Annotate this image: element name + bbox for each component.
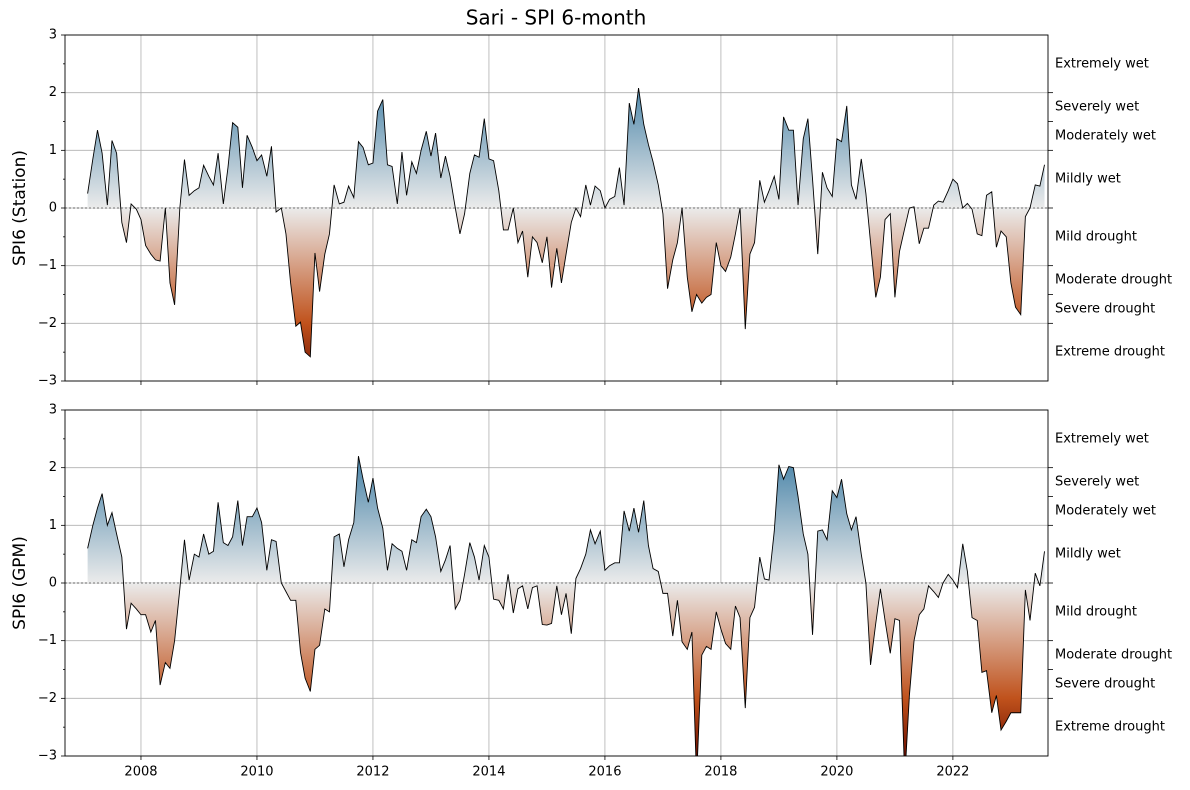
class-label: Severely wet — [1055, 100, 1139, 115]
y-tick-label: 3 — [49, 28, 57, 43]
y-axis-label: SPI6 (GPM) — [10, 536, 30, 630]
class-label: Mildly wet — [1055, 547, 1121, 562]
class-label: Moderately wet — [1055, 503, 1156, 518]
spi-area — [87, 88, 1045, 357]
spi-line — [87, 456, 1045, 756]
x-tick-label: 2020 — [820, 765, 853, 780]
x-tick-label: 2016 — [588, 765, 621, 780]
y-tick-label: −2 — [38, 316, 57, 331]
spi-area — [87, 456, 1045, 756]
y-tick-label: 3 — [49, 403, 57, 418]
subplot: −3 −2 −1 0 1 2 3 SPI6 (Station) Extremely wet Sev… — [10, 28, 1172, 389]
y-tick-label: 1 — [49, 143, 57, 158]
y-tick-label: 1 — [49, 518, 57, 533]
y-tick-label: 0 — [49, 201, 57, 216]
y-tick-label: −1 — [38, 633, 57, 648]
x-tick-label: 2022 — [936, 765, 969, 780]
x-tick-label: 2010 — [240, 765, 273, 780]
class-label: Moderate drought — [1055, 273, 1172, 288]
class-label: Moderate drought — [1055, 648, 1172, 663]
x-tick-label: 2008 — [124, 765, 157, 780]
class-label: Extremely wet — [1055, 431, 1149, 446]
class-label: Mildly wet — [1055, 172, 1121, 187]
class-label: Severe drought — [1055, 676, 1155, 691]
spi-line — [87, 87, 1045, 358]
x-tick-label: 2018 — [704, 765, 737, 780]
class-label: Severely wet — [1055, 475, 1139, 490]
y-tick-label: 2 — [49, 460, 57, 475]
y-tick-label: −3 — [38, 749, 57, 764]
class-label: Severe drought — [1055, 301, 1155, 316]
x-tick-label: 2012 — [356, 765, 389, 780]
class-label: Moderately wet — [1055, 128, 1156, 143]
y-tick-label: −1 — [38, 258, 57, 273]
figure-title: Sari - SPI 6-month — [466, 6, 647, 30]
class-label: Extreme drought — [1055, 720, 1165, 735]
class-label: Extreme drought — [1055, 345, 1165, 360]
class-label: Mild drought — [1055, 229, 1137, 244]
class-label: Mild drought — [1055, 604, 1137, 619]
y-tick-label: −2 — [38, 691, 57, 706]
y-tick-label: 2 — [49, 85, 57, 100]
x-tick-label: 2014 — [472, 765, 505, 780]
y-tick-label: −3 — [38, 374, 57, 389]
y-tick-label: 0 — [49, 576, 57, 591]
y-axis-label: SPI6 (Station) — [10, 150, 30, 266]
class-label: Extremely wet — [1055, 56, 1149, 71]
subplot: −3 −2 −1 0 1 2 3 2008 2010 2012 2014 2016 2018 2020 20… — [10, 403, 1172, 780]
